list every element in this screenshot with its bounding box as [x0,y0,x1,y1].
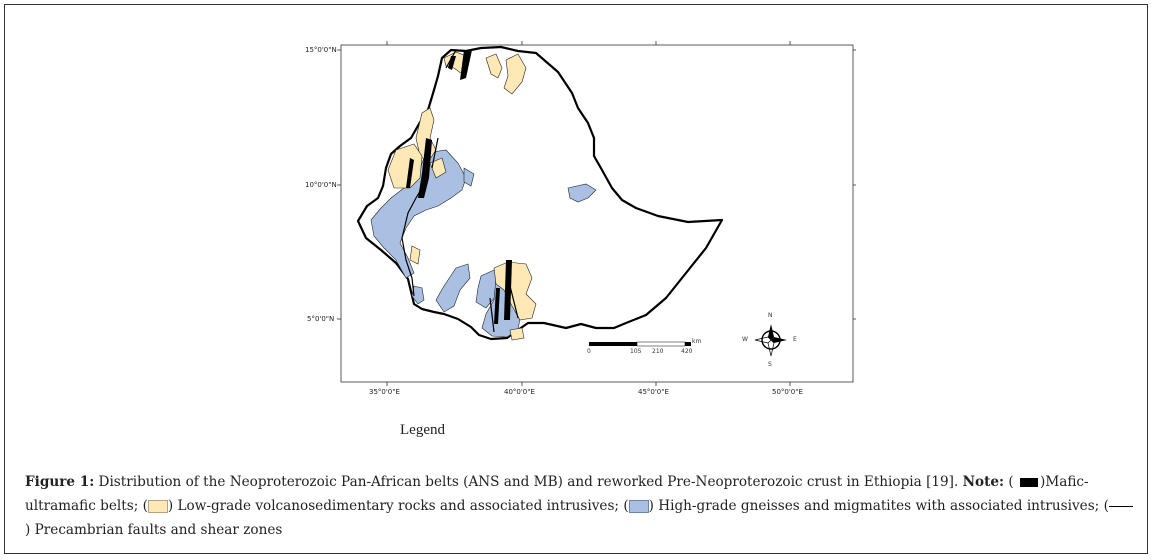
map-panel: 15°0'0"N 10°0'0"N 5°0'0"N 35°0'0"E 40°0'… [296,38,856,398]
fault-line-swatch [1108,506,1133,507]
caption-item-faults: ) Precambrian faults and shear zones [25,522,283,538]
map-svg [337,41,856,386]
mafic-swatch [1020,478,1039,487]
compass-rose [754,324,787,357]
compass-e: E [793,336,797,343]
ethiopia-outline [356,45,724,341]
lon-label-45e: 45°0'0"E [638,388,669,396]
faults [401,49,519,333]
caption-item-high-grade: ) High-grade gneisses and migmatites wit… [648,498,1109,514]
scale-tick-105: 105 [630,348,642,355]
caption-item-mafic: )Mafic-ultramafic belts; ( [25,474,1089,514]
map-ticks [337,41,856,386]
figure-caption: Figure 1: Distribution of the Neoprotero… [25,470,1135,542]
compass-s: S [768,361,772,368]
lon-label-40e: 40°0'0"E [504,388,535,396]
scale-tick-420: 420 [681,348,693,355]
caption-item-low-grade: ) Low-grade volcanosedimentary rocks and… [167,498,629,514]
high-grade-units [370,149,597,338]
mafic-belts [406,50,512,324]
lat-label-10n: 10°0'0"N [305,181,337,189]
figure-frame [4,4,1148,554]
low-grade-swatch [147,500,168,513]
caption-paren-open: ( [1004,474,1019,490]
high-grade-swatch [628,500,649,513]
compass-n: N [768,312,773,319]
scale-bar [589,341,691,347]
scale-unit: km [692,338,702,345]
lat-label-5n: 5°0'0"N [307,315,335,323]
lon-label-35e: 35°0'0"E [369,388,400,396]
lon-label-50e: 50°0'0"E [772,388,803,396]
legend-title: Legend [400,422,445,438]
compass-w: W [742,336,748,343]
scale-tick-0: 0 [587,348,591,355]
caption-note-label: Note: [962,474,1005,490]
scale-tick-210: 210 [652,348,664,355]
caption-label: Figure 1: [25,474,95,490]
lat-label-15n: 15°0'0"N [305,46,337,54]
caption-text: Distribution of the Neoproterozoic Pan-A… [94,474,963,490]
